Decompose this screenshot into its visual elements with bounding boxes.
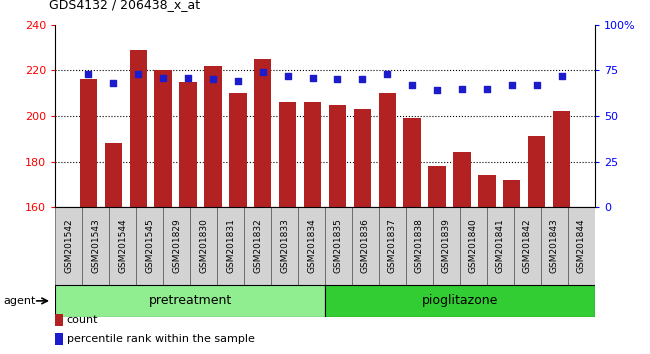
Text: agent: agent (3, 296, 36, 306)
Text: GSM201841: GSM201841 (496, 219, 505, 273)
Bar (568, 207, 595, 285)
Bar (406, 207, 433, 285)
Bar (453, 152, 471, 207)
Text: GSM201840: GSM201840 (469, 219, 478, 273)
Point (307, 75, 318, 80)
Bar (352, 207, 379, 285)
Text: GSM201839: GSM201839 (442, 218, 451, 274)
Point (382, 71, 393, 77)
Bar (55, 207, 83, 285)
Point (357, 76, 367, 82)
Point (158, 75, 168, 80)
Point (482, 86, 492, 91)
Text: GSM201836: GSM201836 (361, 218, 370, 274)
Bar (329, 104, 346, 207)
Point (208, 76, 218, 82)
Bar (163, 207, 190, 285)
Bar (55, 333, 64, 346)
Bar (229, 93, 246, 207)
Text: GSM201542: GSM201542 (64, 219, 73, 273)
Point (108, 80, 118, 86)
Bar (298, 207, 325, 285)
Bar (82, 207, 109, 285)
Bar (254, 59, 272, 207)
Text: percentile rank within the sample: percentile rank within the sample (67, 335, 255, 344)
Point (532, 82, 542, 88)
Bar (528, 136, 545, 207)
Bar (217, 207, 244, 285)
Bar (378, 93, 396, 207)
Bar (304, 102, 321, 207)
Point (556, 73, 567, 79)
Bar (279, 102, 296, 207)
Text: GSM201843: GSM201843 (550, 219, 559, 273)
Bar (271, 207, 298, 285)
Bar (433, 207, 460, 285)
Bar (552, 112, 570, 207)
Bar (478, 175, 495, 207)
Bar (503, 180, 521, 207)
Text: GSM201837: GSM201837 (388, 218, 397, 274)
Bar (190, 207, 217, 285)
Text: GSM201835: GSM201835 (334, 218, 343, 274)
Text: count: count (67, 315, 98, 325)
Point (457, 86, 467, 91)
Point (283, 73, 293, 79)
Point (133, 71, 144, 77)
Bar (541, 207, 568, 285)
Point (257, 69, 268, 75)
Bar (204, 66, 222, 207)
Text: GSM201830: GSM201830 (199, 218, 208, 274)
Text: GDS4132 / 206438_x_at: GDS4132 / 206438_x_at (49, 0, 200, 11)
Bar (80, 79, 98, 207)
Text: GSM201545: GSM201545 (145, 219, 154, 273)
Bar (129, 50, 147, 207)
Bar (136, 207, 163, 285)
Text: pioglitazone: pioglitazone (422, 295, 498, 307)
Bar (354, 109, 371, 207)
Bar (325, 207, 352, 285)
Text: GSM201832: GSM201832 (253, 219, 262, 273)
Bar (325, 285, 595, 317)
Bar (244, 207, 271, 285)
Bar (109, 207, 136, 285)
Text: GSM201829: GSM201829 (172, 219, 181, 273)
Bar (460, 207, 487, 285)
Text: GSM201844: GSM201844 (577, 219, 586, 273)
Bar (55, 314, 64, 326)
Point (83, 71, 94, 77)
Text: GSM201543: GSM201543 (91, 219, 100, 273)
Point (332, 76, 343, 82)
Bar (155, 70, 172, 207)
Text: GSM201833: GSM201833 (280, 218, 289, 274)
Text: GSM201842: GSM201842 (523, 219, 532, 273)
Bar (379, 207, 406, 285)
Bar (428, 166, 446, 207)
Point (233, 79, 243, 84)
Bar (105, 143, 122, 207)
Point (432, 87, 442, 93)
Bar (404, 118, 421, 207)
Text: GSM201838: GSM201838 (415, 218, 424, 274)
Point (183, 75, 193, 80)
Point (506, 82, 517, 88)
Text: pretreatment: pretreatment (148, 295, 232, 307)
Text: GSM201544: GSM201544 (118, 219, 127, 273)
Bar (487, 207, 514, 285)
Point (407, 82, 417, 88)
Bar (55, 285, 325, 317)
Bar (514, 207, 541, 285)
Bar (179, 82, 197, 207)
Text: GSM201834: GSM201834 (307, 219, 316, 273)
Text: GSM201831: GSM201831 (226, 218, 235, 274)
